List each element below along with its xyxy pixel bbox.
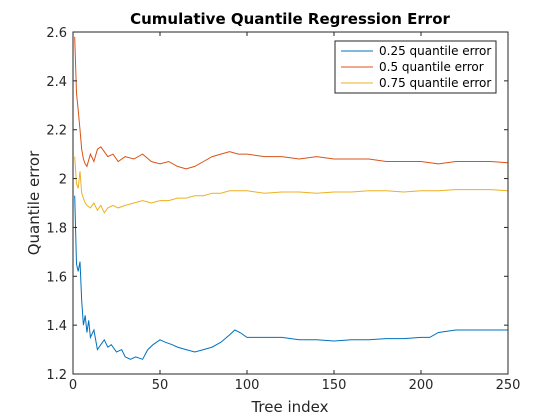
legend-label-2: 0.75 quantile error (379, 76, 491, 90)
y-tick-label: 2.6 (46, 26, 67, 41)
y-tick-label: 2.2 (46, 124, 67, 139)
y-tick-label: 1.4 (46, 319, 67, 334)
x-tick-label: 200 (409, 378, 434, 393)
x-tick-label: 50 (152, 378, 169, 393)
legend-label-1: 0.5 quantile error (379, 60, 484, 74)
y-tick-label: 1.2 (46, 368, 67, 383)
chart-title: Cumulative Quantile Regression Error (130, 10, 450, 28)
legend-label-0: 0.25 quantile error (379, 44, 491, 58)
series-layer (74, 36, 509, 360)
series-line-2 (74, 156, 509, 214)
x-tick-label: 250 (496, 378, 521, 393)
y-axis-label: Quantile error (25, 150, 43, 255)
x-tick-label: 0 (69, 378, 77, 393)
y-tick-label: 2.4 (46, 75, 67, 90)
axes-box (72, 31, 509, 375)
ticks-layer: 0 50 100 150 200 250 1.2 1.4 1.6 1.8 2 2.2 2.4 2.6 (46, 26, 520, 393)
y-tick-label: 1.6 (46, 270, 67, 285)
x-axis-label: Tree index (250, 398, 328, 416)
x-tick-label: 100 (235, 378, 260, 393)
legend: 0.25 quantile error 0.5 quantile error 0… (334, 40, 497, 94)
y-tick-label: 2 (59, 173, 67, 188)
series-line-0 (74, 195, 508, 360)
x-tick-label: 150 (322, 378, 347, 393)
series-line-1 (74, 36, 509, 170)
y-tick-label: 1.8 (46, 221, 67, 236)
